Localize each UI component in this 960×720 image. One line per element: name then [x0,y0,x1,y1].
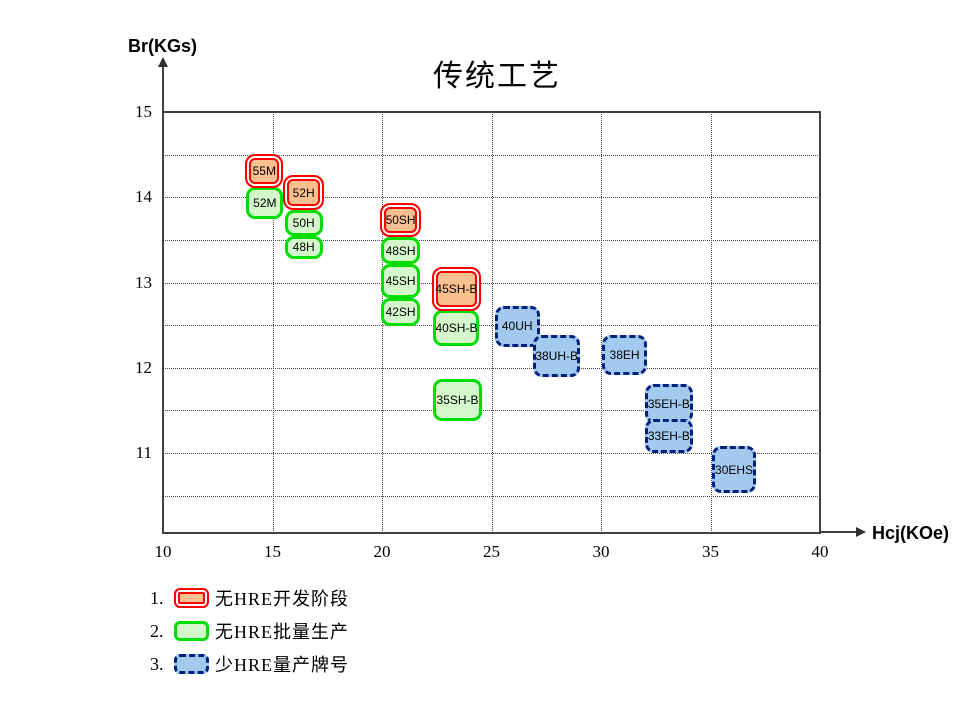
x-tick-label: 35 [702,542,719,561]
legend-label: 无HRE开发阶段 [215,589,349,609]
grade-label: 30EHS [715,462,754,477]
x-axis-arrow-icon [856,527,866,537]
legend-number: 3. [150,653,164,674]
gridline-v [272,112,274,533]
grade-box-40sh-b: 40SH-B [433,309,480,346]
y-tick-label: 14 [135,187,152,207]
legend-label: 无HRE批量生产 [215,622,349,642]
grade-box-35sh-b: 35SH-B [433,378,482,421]
legend-swatch-mass-icon [174,621,209,641]
grade-label: 42SH [385,304,416,319]
y-axis-line [162,66,164,114]
y-tick-label: 15 [135,102,152,121]
x-tick-label: 15 [264,542,281,561]
y-tick-label: 13 [135,272,152,292]
x-axis-title: Hcj(KOe) [872,523,950,543]
chart-title: 传统工艺 [433,60,561,93]
grade-box-45sh-b: 45SH-B [432,267,481,311]
grade-box-52h: 52H [283,175,324,211]
grade-box-40uh: 40UH [494,305,540,348]
grade-label: 55M [252,163,276,178]
grade-label: 50SH [385,213,416,228]
grade-label: 45SH-B [435,281,478,296]
grade-box-48h: 48H [284,235,323,259]
legend-label: 少HRE量产牌号 [215,655,349,675]
y-tick-label: 11 [135,443,152,462]
grade-label: 50H [292,215,315,230]
grade-label: 48SH [385,243,416,258]
y-axis-title: Br(KGs) [128,36,198,56]
grade-label: 35SH-B [436,392,479,407]
x-axis-line [820,531,858,533]
legend-row-lowhre: 3. 少HRE量产牌号 [150,653,349,676]
legend-number: 1. [150,587,164,608]
grade-box-35eh-b: 35EH-B [644,383,693,424]
gridline-v [491,112,493,533]
grade-label: 52H [292,185,315,200]
x-tick-label: 10 [154,542,172,561]
grade-label: 38EH [609,348,640,363]
grade-box-38uh-b: 38UH-B [533,335,581,378]
grade-box-50h: 50H [284,210,323,236]
legend-number: 2. [150,620,164,641]
legend-row-dev: 1. 无HRE开发阶段 [150,587,349,610]
y-axis-arrow-icon [158,57,168,67]
grade-box-33eh-b: 33EH-B [644,418,693,453]
grade-box-55m: 55M [245,153,284,188]
grade-label: 52M [253,196,277,211]
gridline-v [710,112,712,533]
grade-label: 45SH [385,273,416,288]
x-tick-label: 30 [592,542,610,561]
legend-swatch-lowhre-icon [174,654,209,674]
grade-label: 35EH-B [647,396,690,411]
grade-box-42sh: 42SH [380,297,421,326]
grade-label: 40SH-B [435,320,478,335]
y-tick-label: 12 [135,357,152,377]
x-tick-label: 40 [811,542,829,561]
grade-label: 40UH [501,319,533,334]
grade-label: 33EH-B [647,428,690,443]
grade-label: 48H [292,240,315,255]
x-tick-label: 25 [483,542,500,561]
grade-box-38eh: 38EH [602,335,647,376]
legend-row-mass: 2. 无HRE批量生产 [150,620,349,643]
legend-swatch-dev-icon [174,588,209,608]
grade-box-50sh: 50SH [379,203,422,238]
x-tick-label: 20 [373,542,391,561]
grade-box-45sh: 45SH [380,263,421,298]
grade-box-30ehs: 30EHS [711,446,757,494]
grade-box-48sh: 48SH [380,237,421,264]
grade-label: 38UH-B [535,349,578,364]
gridline-v [601,112,602,533]
grade-box-52m: 52M [246,187,284,220]
